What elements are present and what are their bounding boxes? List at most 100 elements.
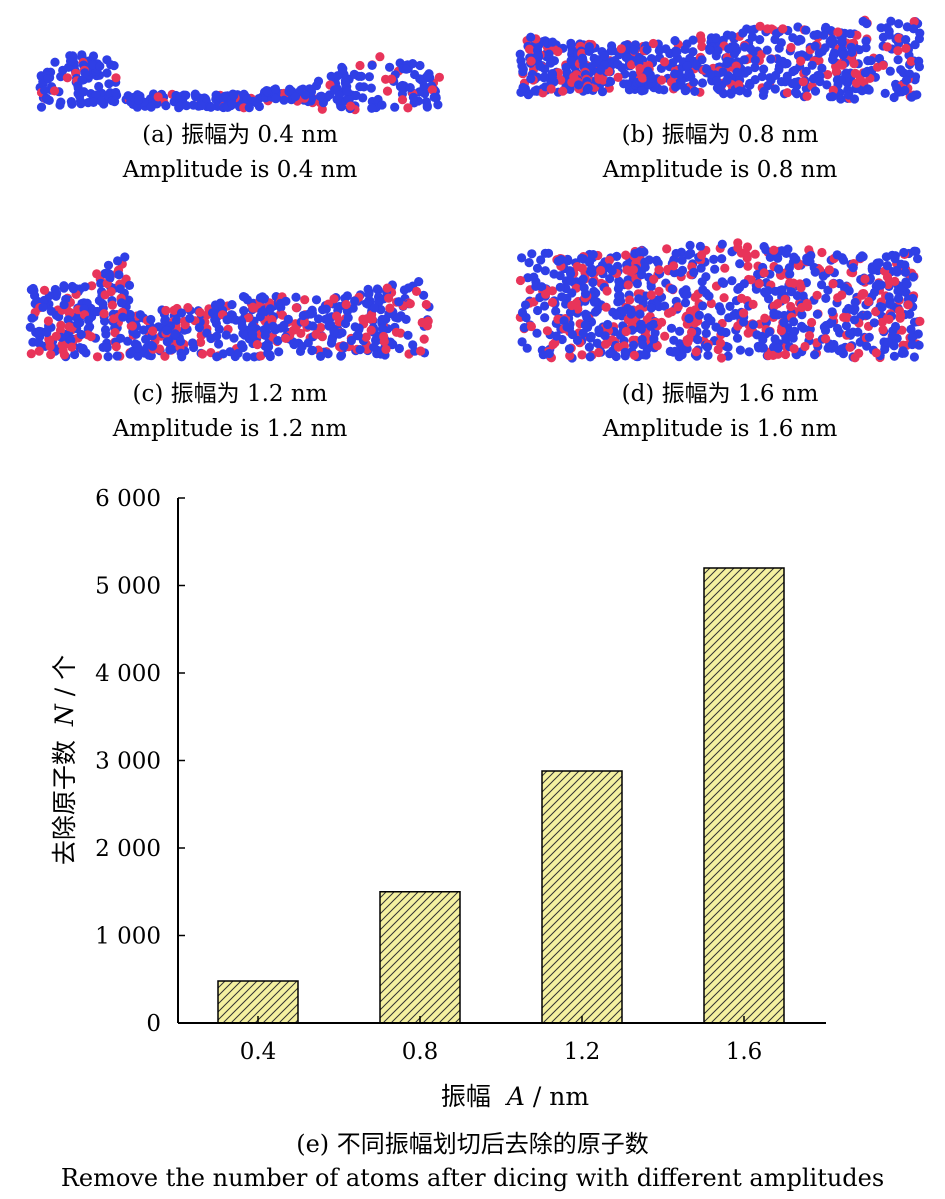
atom xyxy=(385,62,395,72)
atom xyxy=(526,32,536,42)
bar-chart: 0 1 000 2 000 3 000 4 000 5 000 6 000 0.4 0.8 1.… xyxy=(50,486,826,1111)
figure-caption: (e) 不同振幅划切后去除的原子数 Remove the number of a… xyxy=(0,1127,945,1195)
atom xyxy=(913,254,923,264)
atom xyxy=(34,338,44,348)
atom xyxy=(810,267,820,277)
atom xyxy=(300,90,310,100)
atom xyxy=(866,56,876,66)
atom xyxy=(45,341,55,351)
y-tick-label: 1 000 xyxy=(95,924,161,950)
atom xyxy=(828,92,838,102)
atom xyxy=(59,300,69,310)
atom xyxy=(648,319,659,329)
atom xyxy=(792,89,802,99)
atom xyxy=(898,346,908,356)
atom xyxy=(733,284,743,294)
atom xyxy=(281,333,291,343)
atom xyxy=(861,36,871,46)
atom xyxy=(869,287,880,297)
atom xyxy=(600,51,610,61)
atom xyxy=(177,352,187,362)
atom xyxy=(300,295,310,305)
atom xyxy=(188,338,198,348)
atom xyxy=(423,316,433,326)
atom xyxy=(304,309,314,319)
atom xyxy=(116,298,127,308)
atom xyxy=(607,266,617,276)
atom xyxy=(869,318,879,328)
atom xyxy=(722,56,732,66)
atom xyxy=(657,75,667,85)
atom xyxy=(680,298,691,308)
atom xyxy=(732,67,742,77)
atom xyxy=(76,99,86,109)
atom xyxy=(688,35,698,45)
atom xyxy=(848,263,858,273)
y-axis-label-unit: / 个 xyxy=(50,655,79,696)
atom xyxy=(892,83,902,93)
atom xyxy=(899,247,909,258)
atom xyxy=(160,351,170,361)
atom xyxy=(59,350,69,360)
atom xyxy=(810,41,820,51)
atom xyxy=(812,29,822,40)
atom xyxy=(133,351,143,361)
atom xyxy=(161,305,171,316)
atom xyxy=(401,64,411,74)
atom xyxy=(769,308,779,318)
atom xyxy=(823,70,833,80)
atom xyxy=(697,41,707,52)
atom xyxy=(906,56,916,66)
atom xyxy=(747,25,757,35)
atom xyxy=(727,31,737,41)
atom xyxy=(394,343,404,354)
atom xyxy=(603,319,613,330)
atom xyxy=(289,339,299,350)
atom xyxy=(782,88,792,98)
atom xyxy=(882,261,892,271)
atom xyxy=(810,86,821,96)
atom xyxy=(687,327,697,337)
atom xyxy=(214,339,224,349)
atom xyxy=(544,49,554,59)
atom xyxy=(889,351,899,361)
atom xyxy=(535,61,545,71)
atom xyxy=(759,64,769,74)
atom xyxy=(391,327,402,337)
atom xyxy=(772,28,782,39)
atom xyxy=(773,343,783,353)
atom xyxy=(358,93,368,103)
atom xyxy=(901,35,911,45)
atom xyxy=(238,328,248,339)
atom xyxy=(671,248,681,259)
atom xyxy=(375,52,385,62)
atom xyxy=(549,77,559,87)
atom xyxy=(882,23,892,33)
atom xyxy=(710,264,720,274)
atom xyxy=(729,310,739,320)
atom xyxy=(355,345,365,355)
y-tick-label: 3 000 xyxy=(95,749,161,775)
atom xyxy=(604,255,614,265)
atom xyxy=(553,47,563,57)
atom xyxy=(660,57,670,67)
atom xyxy=(838,255,849,265)
atom xyxy=(229,333,239,343)
atom xyxy=(845,342,855,352)
atom xyxy=(329,327,339,337)
atom xyxy=(590,307,600,317)
atom xyxy=(827,307,837,317)
atom xyxy=(237,321,247,332)
atom xyxy=(872,260,883,270)
atom xyxy=(185,313,195,323)
atom xyxy=(745,80,755,90)
atom xyxy=(361,332,371,342)
atom xyxy=(896,65,906,75)
atom xyxy=(832,250,842,260)
atom xyxy=(768,350,778,360)
atom xyxy=(760,313,770,323)
atom xyxy=(670,346,680,356)
panel-b: (b) 振幅为 0.8 nm Amplitude is 0.8 nm xyxy=(510,0,930,183)
atom xyxy=(77,75,87,85)
atom xyxy=(238,342,248,353)
